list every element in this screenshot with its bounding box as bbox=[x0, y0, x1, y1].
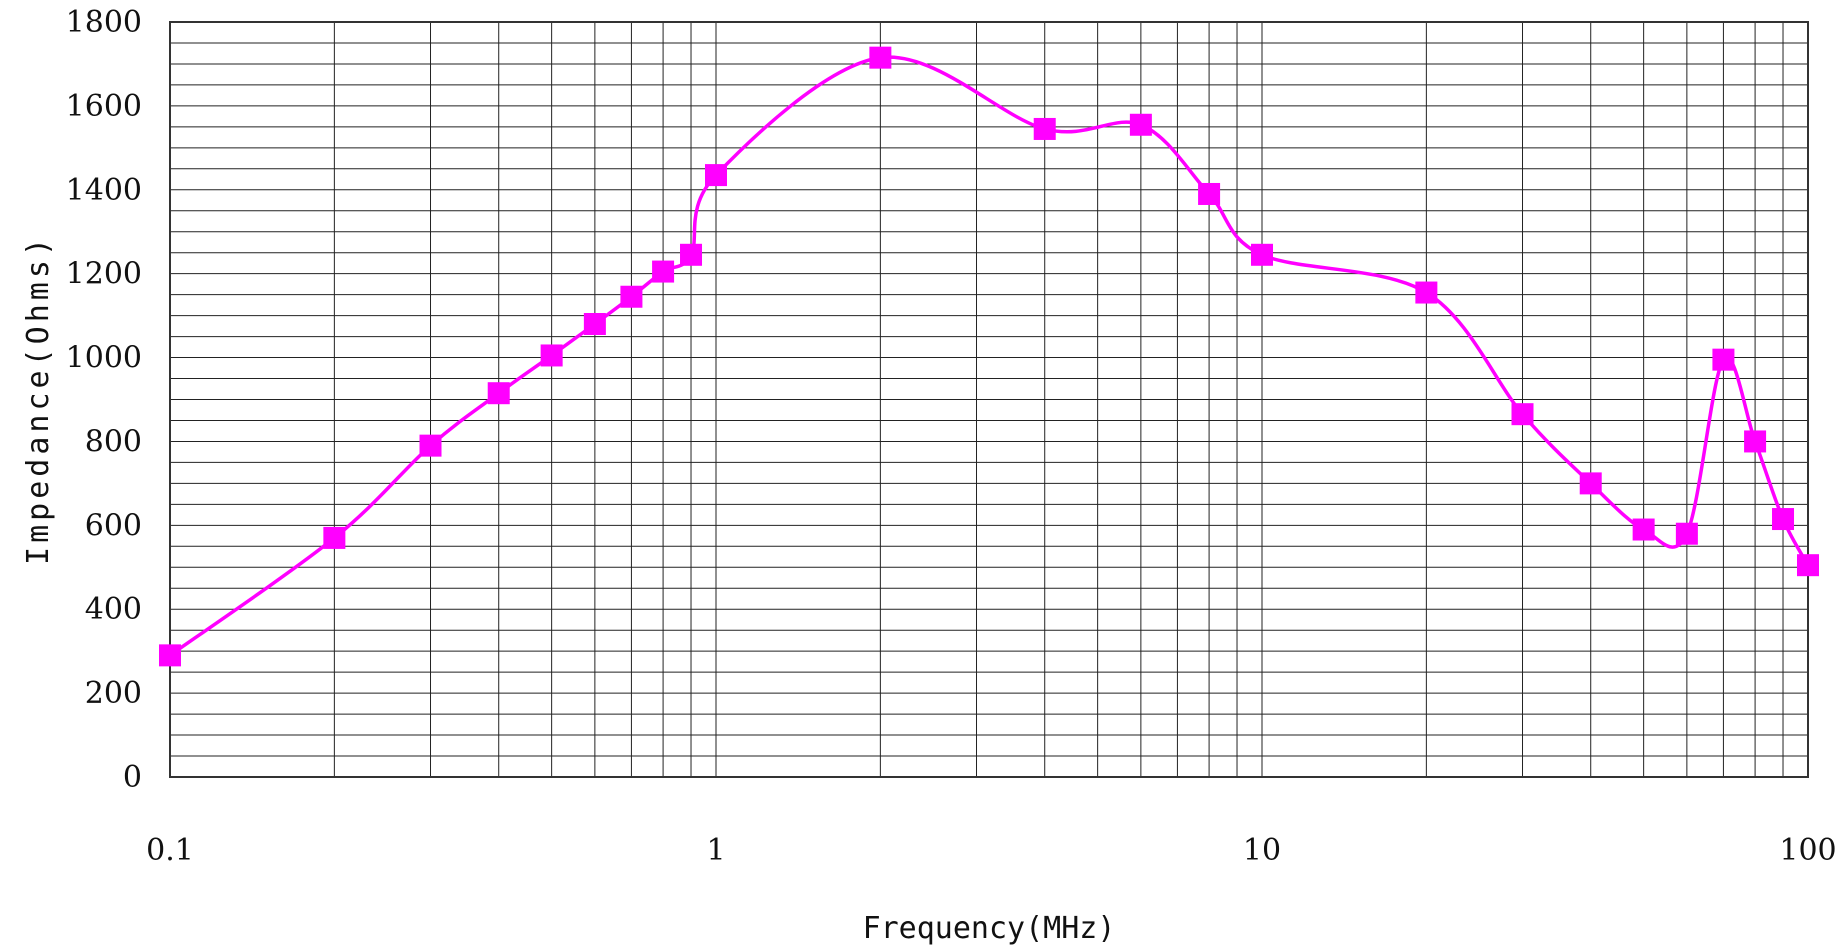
y-tick-label: 400 bbox=[85, 592, 142, 627]
y-tick-labels: 0 200 400 600 800 1000 1200 1400 1600 1800 bbox=[66, 5, 142, 795]
data-point-marker bbox=[869, 46, 892, 69]
x-tick-label: 100 bbox=[1779, 833, 1836, 868]
data-point-marker bbox=[583, 313, 606, 335]
data-point-marker bbox=[652, 260, 675, 283]
series-group bbox=[159, 46, 1819, 667]
x-tick-label: 1 bbox=[706, 833, 725, 868]
x-tick-labels: 0.1 1 10 100 bbox=[146, 833, 1836, 868]
plot-frame bbox=[169, 21, 1809, 778]
data-point-marker bbox=[323, 526, 346, 549]
data-point-marker bbox=[1415, 281, 1438, 304]
data-point-marker bbox=[1198, 182, 1221, 205]
y-tick-label: 600 bbox=[85, 508, 142, 543]
data-point-marker bbox=[1632, 518, 1655, 541]
y-tick-label: 800 bbox=[85, 424, 142, 459]
y-tick-label: 1200 bbox=[66, 257, 142, 292]
data-point-marker bbox=[1712, 348, 1735, 371]
data-point-marker bbox=[540, 344, 563, 367]
y-tick-label: 200 bbox=[85, 676, 142, 711]
y-tick-label: 1400 bbox=[66, 173, 142, 208]
data-point-marker bbox=[1129, 113, 1152, 136]
data-point-marker bbox=[1251, 243, 1273, 266]
x-tick-label: 10 bbox=[1243, 833, 1281, 868]
x-axis-title: Frequency(MHz) bbox=[863, 911, 1116, 945]
data-point-marker bbox=[620, 285, 643, 308]
x-tick-label: 0.1 bbox=[146, 833, 194, 868]
y-tick-label: 1600 bbox=[66, 89, 142, 124]
y-axis-title: Impedance(Ohms) bbox=[21, 234, 56, 565]
y-tick-label: 1800 bbox=[66, 5, 142, 40]
data-point-marker bbox=[1579, 472, 1602, 495]
data-point-marker bbox=[159, 644, 181, 667]
data-point-marker bbox=[705, 164, 727, 187]
data-point-marker bbox=[419, 434, 442, 457]
data-point-marker bbox=[1772, 508, 1795, 531]
y-tick-label: 1000 bbox=[66, 341, 142, 376]
data-point-marker bbox=[1797, 554, 1819, 577]
data-point-marker bbox=[1033, 117, 1056, 140]
data-point-marker bbox=[1511, 403, 1534, 426]
data-point-marker bbox=[487, 382, 510, 405]
y-tick-label: 0 bbox=[123, 760, 142, 795]
data-point-marker bbox=[1675, 522, 1698, 545]
data-point-marker bbox=[1744, 430, 1767, 453]
data-point-marker bbox=[680, 243, 703, 266]
